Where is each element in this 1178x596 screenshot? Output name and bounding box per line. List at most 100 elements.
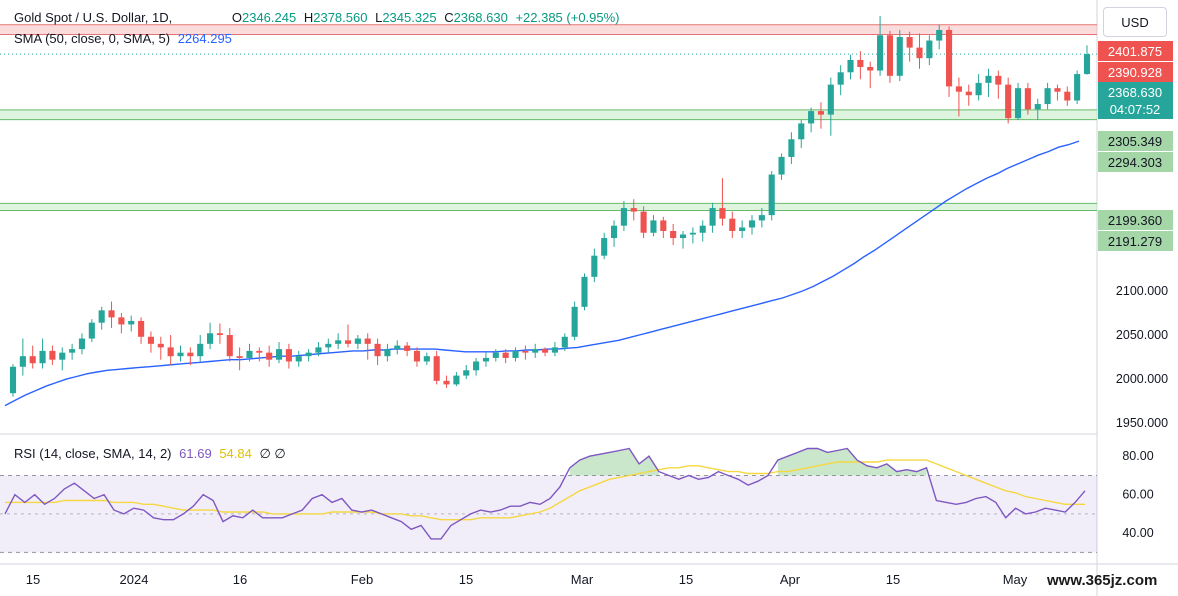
candle-body — [88, 322, 95, 339]
candle-body — [837, 72, 844, 85]
price-tag-label: 04:07:52 — [1110, 102, 1161, 117]
rsi-tick-label: 40.00 — [1122, 526, 1153, 540]
time-tick-label: 2024 — [120, 572, 149, 587]
candle-body — [167, 347, 174, 357]
price-tick-label: 2000.000 — [1116, 372, 1168, 386]
candle-body — [610, 225, 618, 239]
open-label: O — [231, 10, 242, 25]
candle-body — [9, 366, 17, 394]
rsi-ma-value: 54.84 — [219, 446, 252, 461]
time-tick-label: 15 — [459, 572, 473, 587]
candle-body — [492, 352, 499, 358]
candle-body — [827, 84, 834, 115]
time-tick-label: Mar — [571, 572, 594, 587]
candle-body — [739, 227, 746, 231]
candle-body — [817, 111, 825, 115]
candle-body — [748, 220, 756, 228]
candle-body — [315, 347, 322, 353]
low-label: L — [375, 10, 383, 25]
candle-body — [955, 86, 962, 92]
candle-body — [551, 347, 558, 353]
price-tag-bg — [1098, 41, 1173, 61]
close-value: 2368.630 — [453, 10, 508, 25]
candle-body — [423, 356, 430, 362]
candle-body — [394, 345, 401, 350]
price-zones — [0, 24, 1097, 211]
time-tick-label: May — [1003, 572, 1028, 587]
candle-body — [768, 174, 775, 216]
candle-body — [305, 352, 312, 357]
candle-body — [138, 320, 145, 337]
candle-body — [147, 336, 154, 344]
candle-body — [216, 333, 223, 336]
candle-body — [453, 375, 460, 385]
rsi-value: 61.69 — [179, 446, 212, 461]
price-tag-bg — [1098, 99, 1173, 119]
price-tag-label: 2191.279 — [1108, 234, 1162, 249]
price-tag-label: 2199.360 — [1108, 213, 1162, 228]
candle-body — [798, 123, 805, 140]
candle-body — [1074, 74, 1081, 101]
watermark: www.365jz.com — [1047, 572, 1158, 589]
candle-body — [965, 91, 972, 96]
sma-label[interactable]: SMA (50, close, 0, SMA, 5) — [14, 31, 171, 46]
open-value: 2346.245 — [241, 10, 297, 25]
main-legend: Gold Spot / U.S. Dollar, 1D, O2346.245 H… — [14, 10, 624, 25]
candle-body — [187, 352, 194, 357]
rsi-label[interactable]: RSI (14, close, SMA, 14, 2) — [14, 446, 172, 461]
candle-body — [877, 35, 884, 71]
zone-support — [0, 109, 1097, 120]
candle-body — [482, 357, 490, 362]
candle-body — [78, 338, 86, 350]
time-tick-label: Feb — [351, 572, 373, 587]
price-axis[interactable]: 2250.0002150.0002100.0002050.0002000.000… — [1116, 152, 1168, 430]
price-tag-label: 2305.349 — [1108, 134, 1162, 149]
candle-body — [1024, 88, 1031, 110]
candle-body — [581, 276, 588, 307]
candle-body — [236, 356, 243, 358]
candle-body — [946, 29, 953, 87]
symbol-title[interactable]: Gold Spot / U.S. Dollar, 1D, — [14, 10, 173, 25]
time-axis[interactable]: 15 2024 16 Feb 15 Mar 15 Apr 15 May — [26, 572, 1028, 587]
candle-body — [729, 218, 736, 231]
candle-body — [374, 343, 381, 357]
rsi-overbought-fill — [569, 448, 659, 476]
candle-body — [49, 350, 56, 360]
price-tags: 2401.875 2390.928 2368.630 04:07:52 2305.349… — [1098, 41, 1173, 251]
price-tag-bg — [1098, 82, 1173, 102]
candles — [9, 15, 1091, 397]
candle-body — [443, 380, 450, 385]
candle-body — [98, 310, 105, 323]
price-tag-bg — [1098, 62, 1173, 82]
candle-body — [650, 220, 657, 233]
sma-legend: SMA (50, close, 0, SMA, 5) 2264.295 — [14, 31, 236, 46]
candle-body — [995, 75, 1002, 85]
candle-body — [384, 349, 391, 357]
candle-body — [985, 75, 992, 83]
sma-line — [4, 140, 1080, 407]
candle-body — [630, 208, 637, 212]
high-label: H — [303, 10, 314, 25]
candle-body — [857, 59, 864, 68]
price-tag-label: 2401.875 — [1108, 44, 1162, 59]
candle-body — [433, 356, 440, 381]
price-tick-label: 1950.000 — [1116, 416, 1168, 430]
price-tag-label: 2390.928 — [1108, 65, 1162, 80]
candle-body — [788, 139, 795, 157]
candle-body — [354, 338, 361, 344]
candle-body — [177, 352, 184, 357]
candle-body — [463, 370, 470, 376]
candle-body — [719, 208, 726, 219]
candle-body — [709, 208, 716, 226]
currency-button[interactable]: USD — [1103, 7, 1167, 37]
close-label: C — [444, 10, 454, 25]
low-value: 2345.325 — [382, 10, 437, 25]
price-tag-label: 2368.630 — [1108, 85, 1162, 100]
candle-body — [867, 67, 874, 71]
zone-resistance — [0, 24, 1097, 35]
candle-body — [59, 352, 66, 360]
candle-body — [108, 310, 115, 318]
candle-body — [364, 338, 371, 344]
